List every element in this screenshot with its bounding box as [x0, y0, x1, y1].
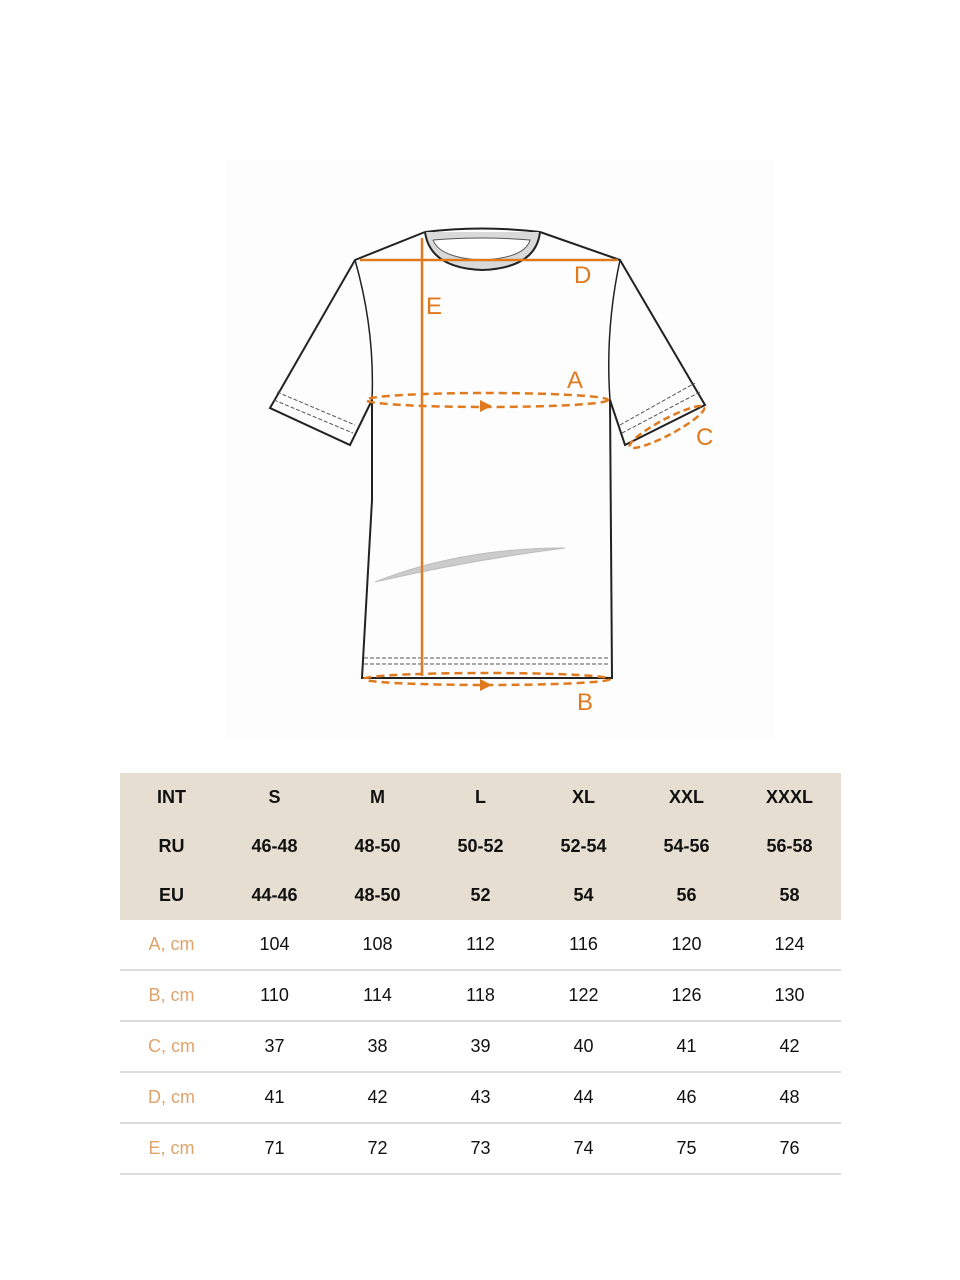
row-label: E, cm: [120, 1123, 223, 1175]
table-cell: 42: [326, 1072, 429, 1124]
table-cell: 72: [326, 1123, 429, 1175]
table-cell: 56: [635, 871, 738, 920]
table-cell: 116: [532, 920, 635, 971]
table-cell: 39: [429, 1021, 532, 1073]
row-label: INT: [120, 773, 223, 822]
table-cell: 44: [532, 1072, 635, 1124]
table-cell: 50-52: [429, 822, 532, 871]
table-cell: 40: [532, 1021, 635, 1073]
size-header-row: INT S M L XL XXL XXXL: [120, 773, 841, 822]
size-table: INT S M L XL XXL XXXL RU 46-48 48-50 50-52 52-54 54-…: [120, 773, 841, 1175]
table-cell: XL: [532, 773, 635, 822]
table-cell: 126: [635, 970, 738, 1022]
table-cell: L: [429, 773, 532, 822]
measurement-row: E, cm 71 72 73 74 75 76: [120, 1123, 841, 1175]
table-cell: 73: [429, 1123, 532, 1175]
table-cell: 52: [429, 871, 532, 920]
table-cell: 46: [635, 1072, 738, 1124]
measurement-row: B, cm 110 114 118 122 126 130: [120, 970, 841, 1022]
table-cell: 41: [223, 1072, 326, 1124]
row-label: B, cm: [120, 970, 223, 1022]
table-cell: 48-50: [326, 822, 429, 871]
table-cell: 42: [738, 1021, 841, 1073]
table-cell: XXXL: [738, 773, 841, 822]
tshirt-measurement-diagram: D E A C B: [268, 227, 714, 716]
table-cell: 48-50: [326, 871, 429, 920]
label-e: E: [426, 293, 442, 320]
measurement-lines: [360, 238, 706, 691]
table-cell: 114: [326, 970, 429, 1022]
table-cell: 122: [532, 970, 635, 1022]
table-cell: 75: [635, 1123, 738, 1175]
table-cell: 108: [326, 920, 429, 971]
table-cell: 44-46: [223, 871, 326, 920]
table-cell: 71: [223, 1123, 326, 1175]
table-cell: 130: [738, 970, 841, 1022]
row-label: C, cm: [120, 1021, 223, 1073]
row-label: EU: [120, 871, 223, 920]
table-cell: 110: [223, 970, 326, 1022]
table-cell: 43: [429, 1072, 532, 1124]
table-cell: 124: [738, 920, 841, 971]
table-cell: 112: [429, 920, 532, 971]
table-cell: 37: [223, 1021, 326, 1073]
measurement-row: C, cm 37 38 39 40 41 42: [120, 1021, 841, 1073]
table-cell: 104: [223, 920, 326, 971]
table-cell: 54: [532, 871, 635, 920]
label-b: B: [577, 689, 593, 716]
label-d: D: [574, 262, 591, 289]
label-a: A: [567, 367, 583, 394]
table-cell: 38: [326, 1021, 429, 1073]
measurement-row: D, cm 41 42 43 44 46 48: [120, 1072, 841, 1124]
measurement-row: A, cm 104 108 112 116 120 124: [120, 920, 841, 971]
table-cell: M: [326, 773, 429, 822]
table-cell: 54-56: [635, 822, 738, 871]
table-cell: 48: [738, 1072, 841, 1124]
table-cell: 52-54: [532, 822, 635, 871]
size-header-row: EU 44-46 48-50 52 54 56 58: [120, 871, 841, 920]
label-c: C: [696, 424, 713, 451]
table-cell: 74: [532, 1123, 635, 1175]
table-cell: 41: [635, 1021, 738, 1073]
measurement-c-line: [628, 404, 706, 450]
table-cell: 76: [738, 1123, 841, 1175]
row-label: D, cm: [120, 1072, 223, 1124]
table-cell: 118: [429, 970, 532, 1022]
table-cell: XXL: [635, 773, 738, 822]
table-cell: 56-58: [738, 822, 841, 871]
table-cell: 120: [635, 920, 738, 971]
row-label: RU: [120, 822, 223, 871]
size-header-row: RU 46-48 48-50 50-52 52-54 54-56 56-58: [120, 822, 841, 871]
table-cell: S: [223, 773, 326, 822]
row-label: A, cm: [120, 920, 223, 971]
table-cell: 46-48: [223, 822, 326, 871]
table-cell: 58: [738, 871, 841, 920]
